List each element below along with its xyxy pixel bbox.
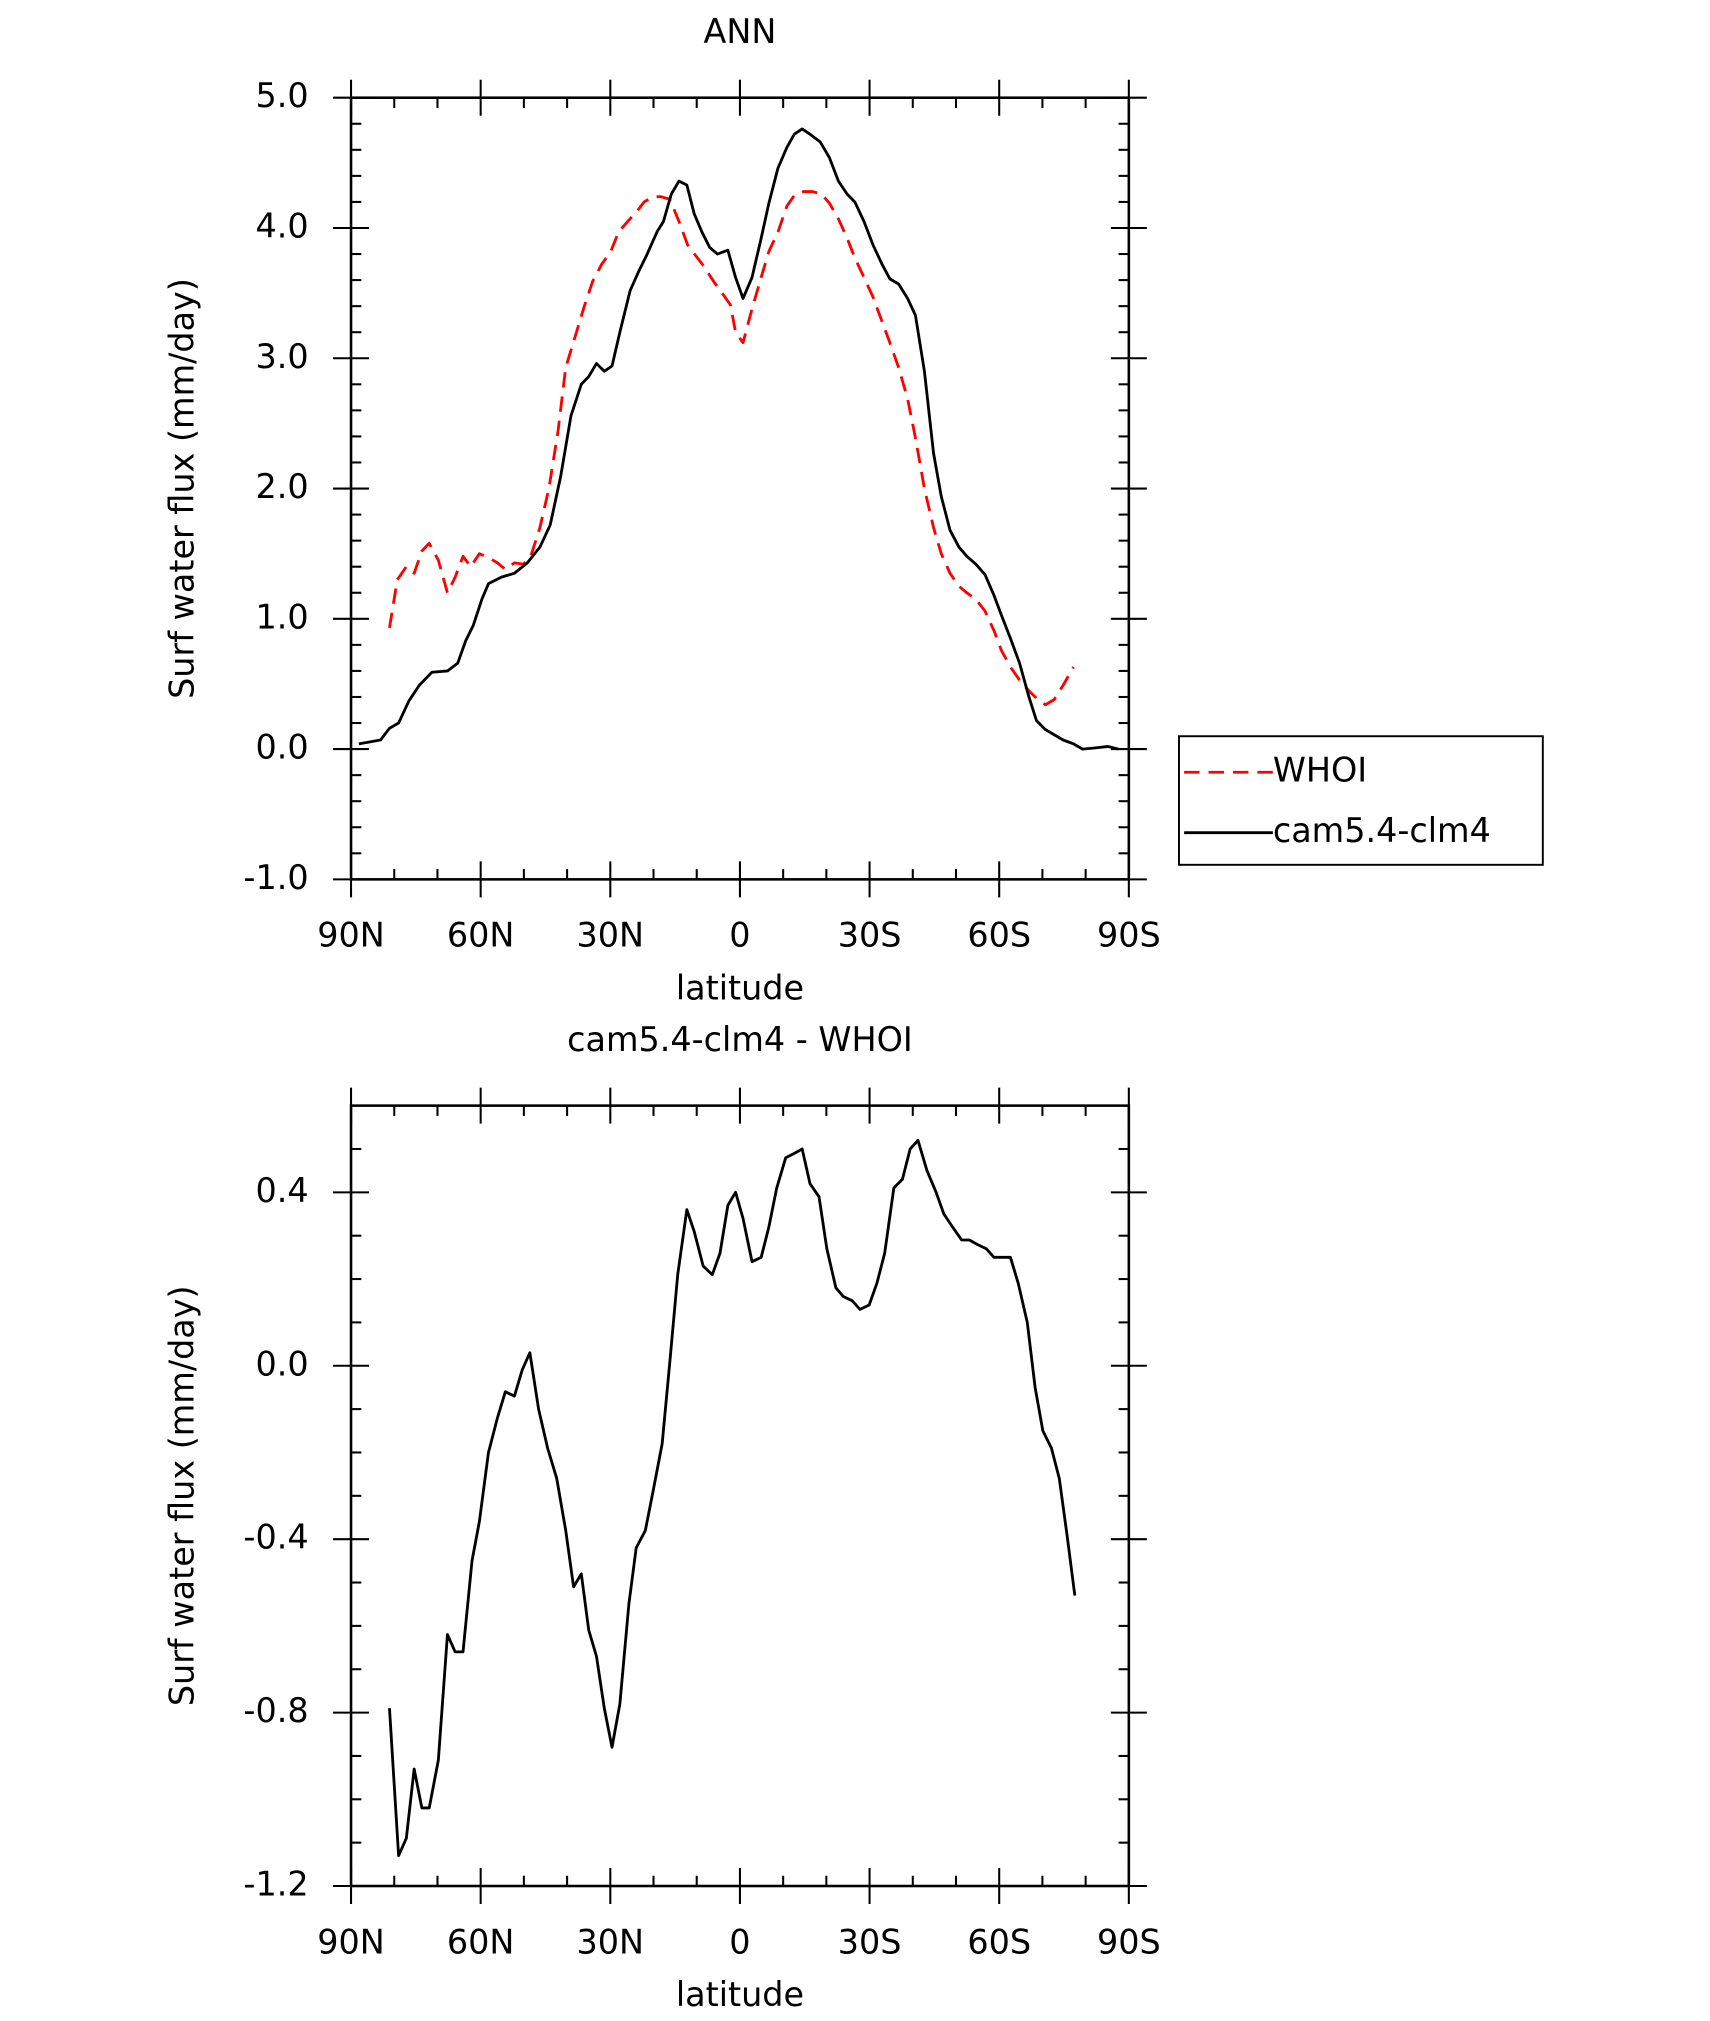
x-tick-label: 30S: [838, 1922, 902, 1961]
x-tick-label: 90N: [317, 916, 385, 955]
x-tick-label: 90N: [317, 1922, 385, 1961]
x-tick-label: 30N: [577, 916, 645, 955]
x-tick-label: 0: [729, 1922, 750, 1961]
y-tick-label: 4.0: [255, 206, 308, 245]
data-line: [388, 1138, 1077, 1858]
y-tick-label: -1.2: [243, 1865, 308, 1904]
chart-title: cam5.4-clm4 - WHOI: [567, 1020, 913, 1059]
x-tick-label: 60N: [447, 916, 515, 955]
chart-title: ANN: [704, 12, 777, 51]
plot-frame: [349, 1104, 1131, 1888]
y-tick-label: 2.0: [255, 467, 308, 506]
x-tick-label: 60N: [447, 1922, 515, 1961]
x-tick-label: 60S: [967, 916, 1031, 955]
legend-box: [1178, 735, 1544, 866]
y-tick-label: 3.0: [255, 337, 308, 376]
x-tick-label: 0: [729, 916, 750, 955]
y-tick-label: -1.0: [243, 858, 308, 897]
x-tick-label: 30S: [838, 916, 902, 955]
x-tick-label: 60S: [967, 1922, 1031, 1961]
y-tick-label: 0.0: [255, 728, 308, 767]
x-tick-label: 30N: [577, 1922, 645, 1961]
y-axis-label: Surf water flux (mm/day): [162, 278, 201, 699]
data-line: [388, 190, 1075, 707]
x-tick-label: 90S: [1097, 1922, 1161, 1961]
y-tick-label: 0.0: [255, 1344, 308, 1383]
legend-label: WHOI: [1273, 751, 1367, 790]
y-tick-label: -0.4: [243, 1518, 308, 1557]
legend-label: cam5.4-clm4: [1273, 811, 1491, 850]
y-tick-label: 0.4: [255, 1171, 308, 1210]
data-line: [358, 127, 1119, 751]
x-tick-label: 90S: [1097, 916, 1161, 955]
y-axis-label: Surf water flux (mm/day): [162, 1285, 201, 1706]
x-axis-label: latitude: [676, 968, 804, 1007]
plot-frame: [349, 96, 1131, 881]
x-axis-label: latitude: [676, 1975, 804, 2014]
y-tick-label: 1.0: [255, 597, 308, 636]
y-tick-label: -0.8: [243, 1691, 308, 1730]
y-tick-label: 5.0: [255, 76, 308, 115]
